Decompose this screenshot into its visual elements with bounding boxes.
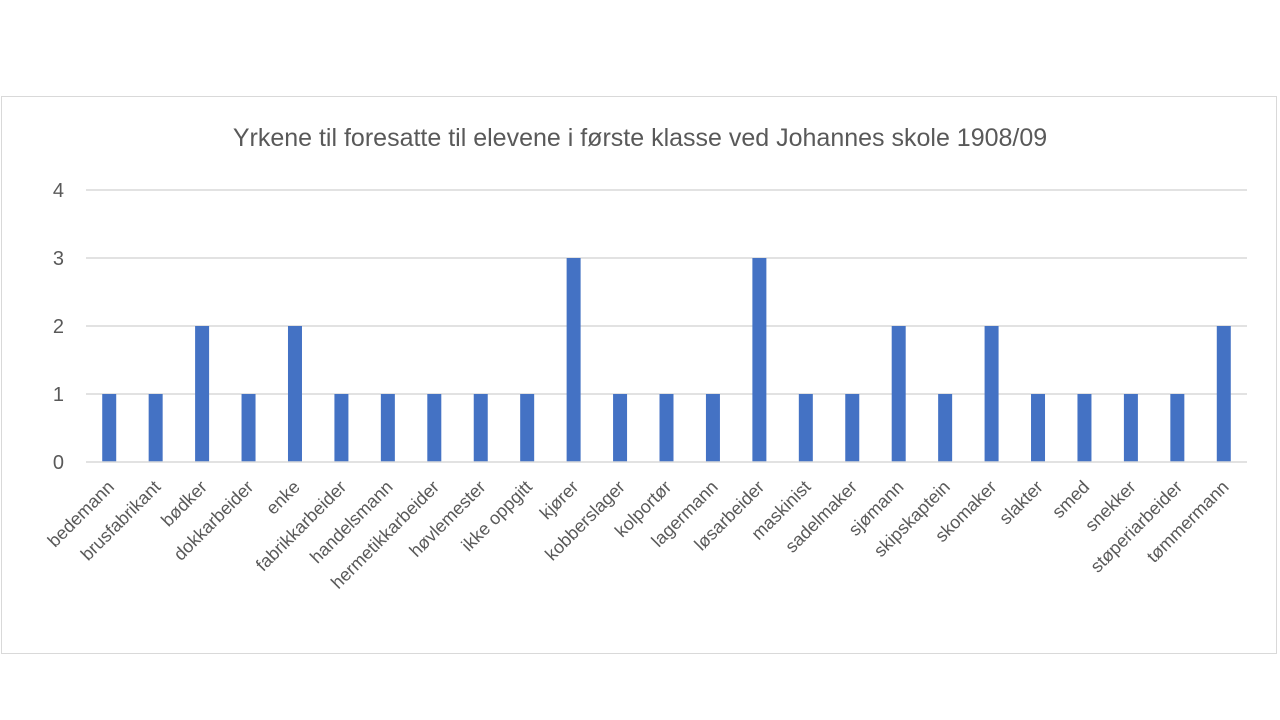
bar-høvlemester xyxy=(473,394,488,462)
bar-sjømann xyxy=(891,326,906,462)
bar-kolportør xyxy=(659,394,674,462)
bar-sadelmaker xyxy=(845,394,860,462)
bars xyxy=(102,258,1231,462)
chart-title: Yrkene til foresatte til elevene i først… xyxy=(233,124,1047,152)
bar-kjører xyxy=(566,258,581,462)
gridlines xyxy=(86,189,1247,395)
bar-brusfabrikant xyxy=(148,394,163,462)
bar-støperiarbeider xyxy=(1170,394,1185,462)
bar-ikke-oppgitt xyxy=(520,394,535,462)
x-category-label: slakter xyxy=(995,477,1047,529)
bar-bedemann xyxy=(102,394,117,462)
x-category-label: enke xyxy=(262,477,304,519)
y-tick-label: 3 xyxy=(53,248,64,270)
bar-kobberslager xyxy=(613,394,628,462)
y-tick-label: 4 xyxy=(53,180,64,202)
x-category-label: tømmermann xyxy=(1143,477,1233,567)
bar-smed xyxy=(1077,394,1092,462)
bar-handelsmann xyxy=(380,394,395,462)
bar-enke xyxy=(287,326,302,462)
bar-skipskaptein xyxy=(938,394,953,462)
chart-frame xyxy=(1,96,1277,654)
bar-løsarbeider xyxy=(752,258,767,462)
bar-fabrikkarbeider xyxy=(334,394,349,462)
bar-lagermann xyxy=(705,394,720,462)
y-tick-label: 0 xyxy=(53,452,64,474)
bar-snekker xyxy=(1123,394,1138,462)
bar-skomaker xyxy=(984,326,999,462)
bar-bødker xyxy=(195,326,210,462)
bar-maskinist xyxy=(798,394,813,462)
bar-dokkarbeider xyxy=(241,394,256,462)
y-axis-tick-labels: 0 1 2 3 4 xyxy=(53,180,64,474)
y-tick-label: 2 xyxy=(53,316,64,338)
y-tick-label: 1 xyxy=(53,384,64,406)
bar-hermetikkarbeider xyxy=(427,394,442,462)
bar-tømmermann xyxy=(1216,326,1231,462)
bar-slakter xyxy=(1031,394,1046,462)
